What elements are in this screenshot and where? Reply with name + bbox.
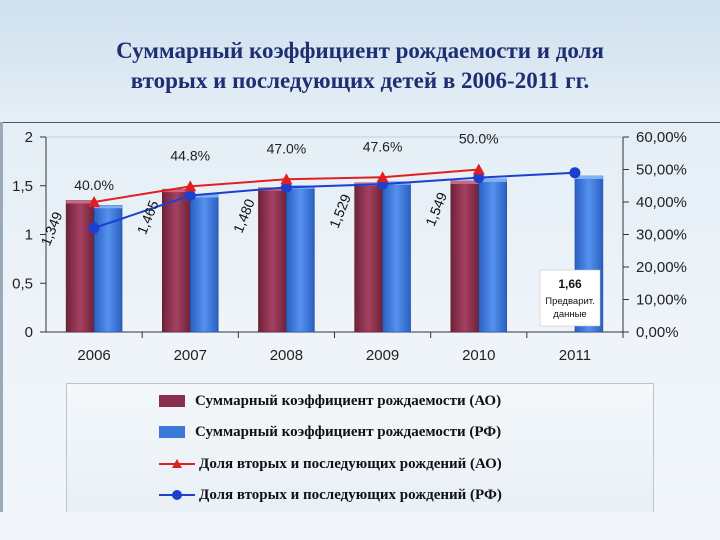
line-ao-point (88, 196, 101, 207)
plot-frame (45, 136, 624, 333)
x-axis-tick-label: 2008 (270, 347, 303, 364)
x-axis-tick-label: 2006 (77, 347, 110, 364)
right-axis-tick-label: 30,00% (636, 227, 687, 244)
bar-ao (162, 188, 191, 333)
legend-label: Доля вторых и последующих рождений (РФ) (199, 486, 502, 503)
bar-rf-top (574, 176, 603, 179)
bar-ao (354, 182, 383, 333)
annotation-line2: Предварит. (545, 296, 594, 307)
bar-ao-top (450, 180, 479, 184)
bar-ao-top (162, 189, 191, 193)
line-value-label: 47.0% (267, 140, 307, 156)
right-axis-tick-label: 20,00% (636, 259, 687, 276)
right-axis-tick-label: 10,00% (636, 292, 687, 309)
line-value-label: 40.0% (74, 177, 114, 193)
bar-rf-top (478, 178, 507, 182)
page-title: Суммарный коэффициент рождаемости и доля… (0, 36, 720, 96)
left-axis-tick-label: 0 (25, 324, 33, 341)
legend-item-ao-line: Доля вторых и последующих рождений (АО) (159, 451, 502, 477)
left-axis-tick-label: 0,5 (12, 275, 33, 292)
bar-ao-top (66, 200, 95, 204)
x-axis-tick-label: 2010 (462, 347, 495, 364)
line-rf (93, 171, 575, 229)
left-edge-accent (0, 122, 3, 512)
bar-rf (478, 178, 507, 333)
annotation-line3: данные (553, 309, 586, 320)
line-value-label: 47.6% (363, 138, 403, 154)
bar-rf-top (94, 205, 123, 209)
title-line-2: вторых и последующих детей в 2006-2011 г… (130, 68, 590, 93)
right-axis-tick-label: 50,00% (636, 162, 687, 179)
right-axis-tick-label: 0,00% (636, 324, 679, 341)
bar-value-label: 1,549 (422, 190, 450, 229)
left-axis-tick-label: 1,5 (12, 178, 33, 195)
x-axis-tick-label: 2009 (366, 347, 399, 364)
line-ao-point (280, 173, 293, 185)
x-axis-tick-label: 2007 (174, 347, 207, 364)
right-axis-tick-label: 60,00% (636, 129, 687, 146)
bar-value-label: 1,465 (134, 198, 162, 237)
bar-ao (258, 187, 287, 333)
bar-rf (382, 181, 411, 333)
legend-triangle-marker-icon (159, 459, 195, 468)
line-ao-point (472, 163, 485, 175)
title-line-1: Суммарный коэффициент рождаемости и доля (116, 38, 604, 63)
line-rf-point (184, 190, 196, 201)
legend-circle-marker-icon (159, 490, 195, 500)
legend-label: Суммарный коэффициент рождаемости (АО) (195, 392, 502, 409)
bar-rf (190, 194, 219, 333)
left-axis-tick-label: 1 (25, 227, 33, 244)
bar-value-label: 1,480 (230, 196, 258, 235)
line-rf-point (280, 181, 292, 193)
line-rf-point (473, 172, 485, 184)
title-divider (0, 122, 720, 123)
legend-item-rf-bar: Суммарный коэффициент рождаемости (РФ) (159, 419, 501, 445)
bar-ao (450, 180, 479, 333)
bar-rf (286, 185, 315, 333)
bar-ao (65, 200, 95, 333)
chart: 00,511,520,00%10,00%20,00%30,00%40,00%50… (12, 129, 687, 364)
x-axis-tick-label: 2011 (559, 347, 591, 364)
line-value-label: 44.8% (170, 147, 210, 163)
line-value-label: 50.0% (459, 131, 499, 147)
chart-legend: Суммарный коэффициент рождаемости (АО) С… (66, 383, 654, 512)
line-ao-point (376, 171, 389, 183)
legend-item-rf-line: Доля вторых и последующих рождений (РФ) (159, 482, 502, 508)
line-rf-point (88, 222, 100, 234)
legend-label: Суммарный коэффициент рождаемости (РФ) (195, 423, 502, 440)
annotation-box (539, 269, 601, 327)
bar-value-label: 1,349 (37, 209, 65, 248)
right-axis-tick-label: 40,00% (636, 194, 687, 211)
line-rf-point (569, 167, 581, 179)
legend-swatch-ao-bar (159, 395, 185, 407)
bar-rf-top (190, 194, 219, 198)
left-axis-tick-label: 2 (25, 129, 33, 146)
legend-swatch-rf-bar (159, 426, 185, 438)
legend-label: Доля вторых и последующих рождений (АО) (199, 455, 502, 472)
legend-item-ao-bar: Суммарный коэффициент рождаемости (АО) (159, 388, 501, 414)
annotation-value: 1,66 (558, 277, 582, 291)
line-ao-point (184, 180, 197, 192)
bar-value-label: 1,529 (326, 192, 354, 231)
